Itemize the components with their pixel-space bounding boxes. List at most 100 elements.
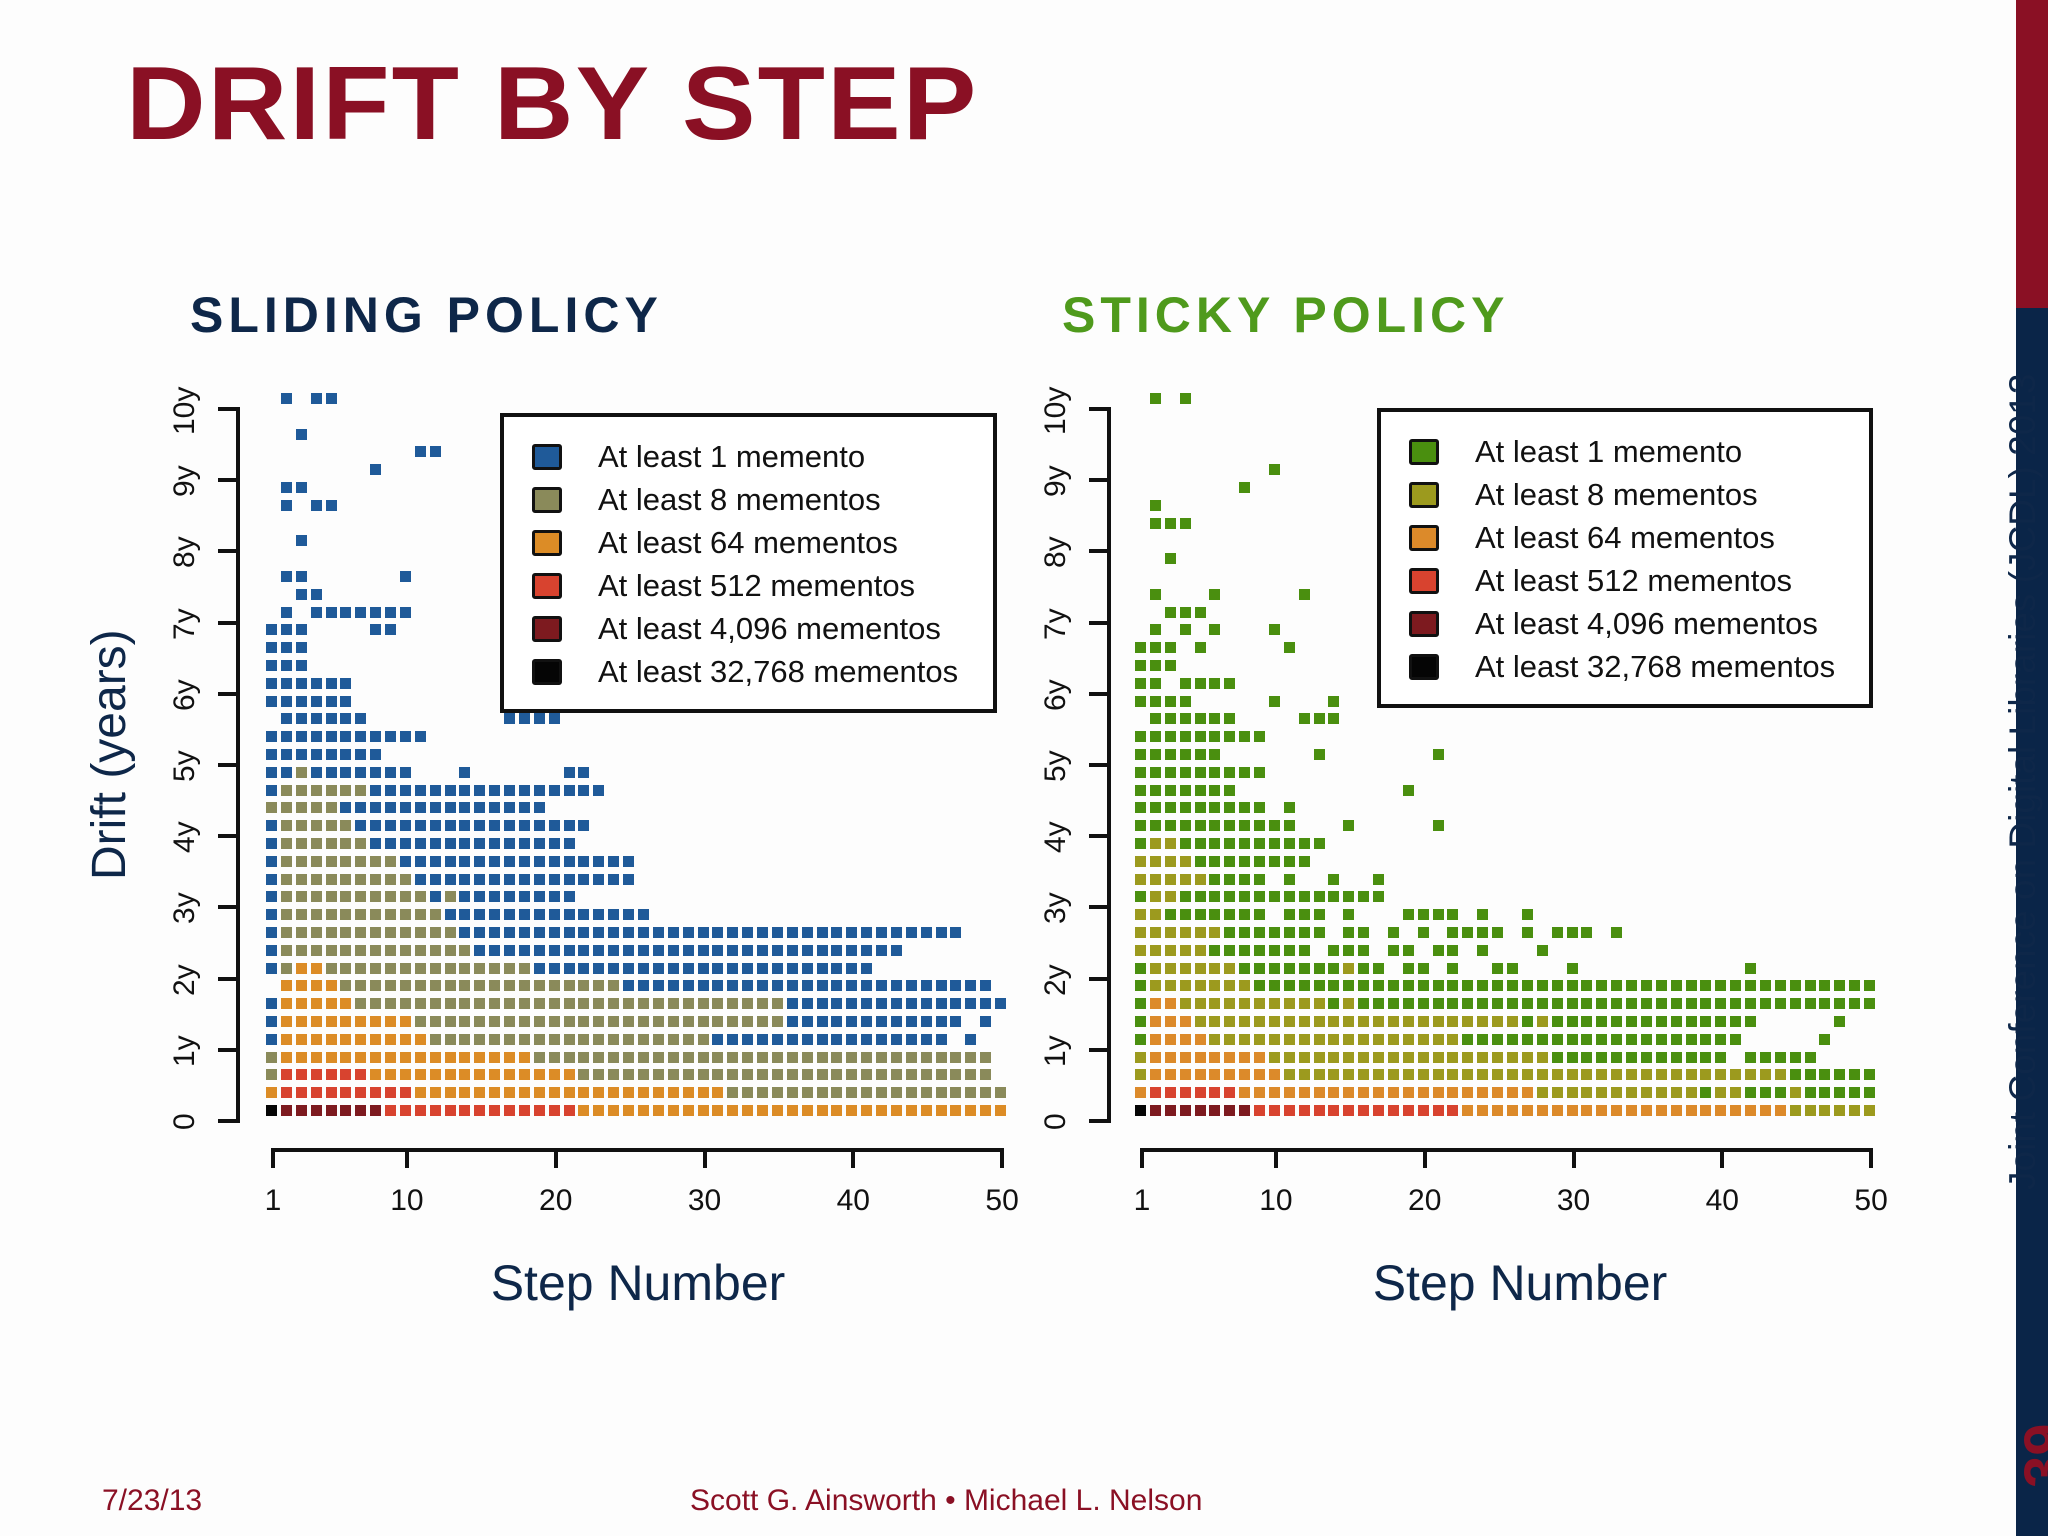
data-cell: [1626, 1051, 1638, 1063]
data-cell: [578, 873, 590, 885]
data-cell: [1387, 927, 1399, 938]
data-cell: [1447, 1069, 1459, 1081]
data-cell: [1224, 962, 1236, 974]
data-cell: [1149, 944, 1161, 956]
data-cell: [861, 1016, 873, 1027]
data-cell: [1700, 1033, 1712, 1045]
data-cell: [950, 927, 962, 938]
data-cell: [459, 766, 471, 778]
data-cell: [370, 1051, 382, 1063]
data-cell: [682, 1016, 694, 1027]
data-cell: [280, 606, 292, 618]
y-tick-label: 4y: [1039, 821, 1072, 854]
x-tick: [1422, 1148, 1427, 1168]
data-cell: [1164, 855, 1176, 867]
data-cell: [593, 1033, 605, 1045]
data-cell: [876, 1051, 888, 1063]
data-cell: [935, 998, 947, 1010]
data-cell: [1358, 1033, 1370, 1045]
data-cell: [1239, 962, 1251, 974]
data-cell: [1209, 1033, 1221, 1045]
data-cell: [1477, 1105, 1489, 1116]
data-cell: [1745, 1087, 1757, 1099]
legend-label: At least 1 memento: [598, 439, 866, 474]
data-cell: [623, 962, 635, 974]
data-cell: [1730, 1069, 1742, 1081]
data-cell: [1254, 962, 1266, 974]
data-cell: [1283, 838, 1295, 849]
data-cell: [489, 962, 501, 974]
data-cell: [1745, 1051, 1757, 1063]
data-cell: [831, 1016, 843, 1027]
data-cell: [652, 1105, 664, 1116]
data-cell: [1387, 1016, 1399, 1027]
data-cell: [474, 891, 486, 903]
data-cell: [965, 1033, 977, 1045]
data-cell: [1224, 838, 1236, 849]
data-cell: [355, 1069, 367, 1081]
data-cell: [325, 784, 337, 796]
data-cell: [1149, 980, 1161, 992]
data-cell: [578, 980, 590, 992]
data-cell: [1298, 944, 1310, 956]
data-cell: [727, 1105, 739, 1116]
data-cell: [771, 1051, 783, 1063]
y-tick: [218, 691, 236, 696]
data-cell: [578, 855, 590, 867]
data-cell: [1462, 1033, 1474, 1045]
data-cell: [1402, 1051, 1414, 1063]
data-cell: [310, 927, 322, 938]
sliding-policy-title: SLIDING POLICY: [190, 287, 663, 343]
data-cell: [652, 1051, 664, 1063]
data-cell: [1194, 998, 1206, 1010]
data-cell: [1358, 980, 1370, 992]
x-tick: [1869, 1148, 1874, 1168]
data-cell: [1581, 1016, 1593, 1027]
data-cell: [489, 891, 501, 903]
data-cell: [935, 1087, 947, 1099]
data-cell: [697, 962, 709, 974]
data-cell: [1402, 909, 1414, 921]
data-cell: [697, 1087, 709, 1099]
data-cell: [1239, 927, 1251, 938]
data-cell: [459, 1051, 471, 1063]
data-cell: [280, 731, 292, 743]
data-cell: [1358, 998, 1370, 1010]
data-cell: [563, 766, 575, 778]
data-cell: [414, 944, 426, 956]
data-cell: [1283, 891, 1295, 903]
data-cell: [935, 1033, 947, 1045]
data-cell: [1209, 784, 1221, 796]
data-cell: [980, 1087, 992, 1099]
data-cell: [325, 731, 337, 743]
data-cell: [1268, 1051, 1280, 1063]
data-cell: [414, 873, 426, 885]
data-cell: [1283, 927, 1295, 938]
data-cell: [1417, 1016, 1429, 1027]
data-cell: [518, 891, 530, 903]
data-cell: [563, 944, 575, 956]
data-cell: [831, 1051, 843, 1063]
data-cell: [474, 784, 486, 796]
x-tick: [1571, 1148, 1576, 1168]
data-cell: [1209, 588, 1221, 600]
data-cell: [295, 873, 307, 885]
data-cell: [1298, 1087, 1310, 1099]
data-cell: [1685, 1069, 1697, 1081]
data-cell: [1789, 1087, 1801, 1099]
data-cell: [1596, 998, 1608, 1010]
data-cell: [474, 820, 486, 832]
data-cell: [1387, 1051, 1399, 1063]
data-cell: [1179, 713, 1191, 725]
data-cell: [533, 838, 545, 849]
data-cell: [652, 1033, 664, 1045]
data-cell: [474, 855, 486, 867]
data-cell: [533, 909, 545, 921]
data-cell: [1343, 820, 1355, 832]
data-cell: [697, 927, 709, 938]
data-cell: [504, 873, 516, 885]
legend: At least 1 memento At least 8 mementos At …: [1377, 408, 1873, 708]
data-cell: [682, 927, 694, 938]
data-cell: [1715, 1087, 1727, 1099]
data-cell: [1759, 1069, 1771, 1081]
